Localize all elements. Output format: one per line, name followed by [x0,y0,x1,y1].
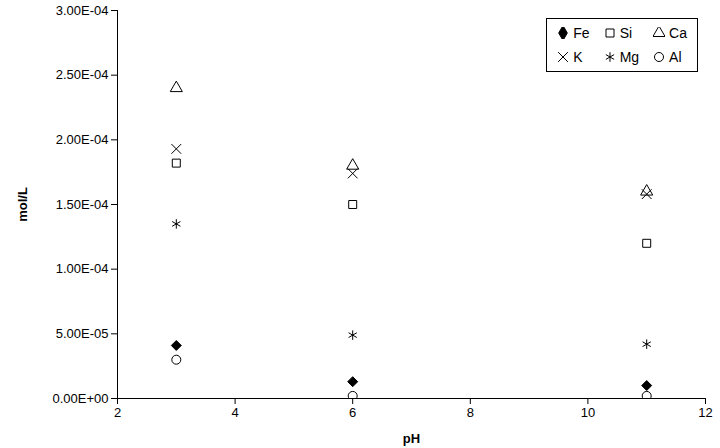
html-text:K: K [573,49,583,65]
svg-text:1.50E-04: 1.50E-04 [56,197,109,212]
svg-text:3.00E-04: 3.00E-04 [56,3,109,18]
html-text:Ca: Ca [669,25,687,41]
svg-text:6: 6 [349,405,356,420]
svg-text:mol/L: mol/L [15,187,30,222]
html-text:Al: Al [669,49,682,65]
svg-text:1.00E-04: 1.00E-04 [56,261,109,276]
svg-text:5.00E-05: 5.00E-05 [56,326,109,341]
svg-text:8: 8 [467,405,474,420]
svg-text:2: 2 [114,405,121,420]
svg-text:2.00E-04: 2.00E-04 [56,132,109,147]
svg-text:0.00E+00: 0.00E+00 [52,391,108,406]
svg-text:pH: pH [403,431,420,446]
html-text:Fe: Fe [573,25,590,41]
svg-text:4: 4 [231,405,238,420]
svg-text:12: 12 [698,405,712,420]
html-text:Si: Si [619,25,633,41]
svg-text:10: 10 [581,405,595,420]
svg-text:2.50E-04: 2.50E-04 [56,67,109,82]
html-text:Mg: Mg [619,49,640,65]
